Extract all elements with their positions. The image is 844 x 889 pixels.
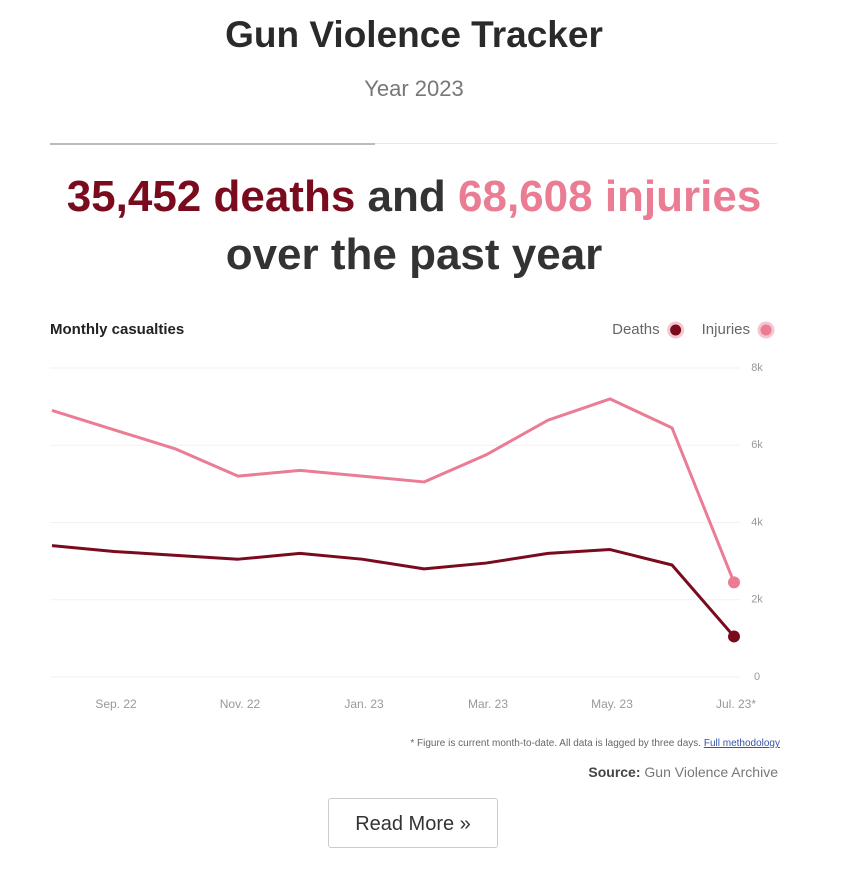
headline-rest: over the past year (225, 230, 603, 279)
footnote: * Figure is current month-to-date. All d… (410, 738, 780, 749)
source: Source: Gun Violence Archive (588, 764, 778, 780)
x-tick-label: Sep. 22 (95, 697, 137, 711)
legend-label: Injuries (702, 321, 750, 338)
y-tick-label: 4k (751, 516, 763, 528)
y-tick-label: 0 (754, 671, 760, 683)
methodology-link[interactable]: Full methodology (703, 738, 780, 749)
x-tick-label: May. 23 (591, 697, 633, 711)
y-tick-label: 6k (751, 439, 763, 451)
subtitle: Year 2023 (364, 76, 464, 101)
series-line (51, 544, 736, 638)
series-line (51, 397, 736, 583)
legend-marker (757, 321, 775, 339)
x-tick-label: Nov. 22 (220, 697, 261, 711)
source-label: Source: (588, 764, 641, 780)
chart-title: Monthly casualties (50, 321, 184, 338)
title: Gun Violence Tracker (225, 14, 603, 55)
x-tick-label: Jan. 23 (344, 697, 384, 711)
y-tick-label: 8k (751, 362, 763, 374)
divider (50, 143, 375, 145)
legend-marker (667, 321, 685, 339)
y-tick-label: 2k (751, 594, 763, 606)
read-more-button[interactable]: Read More » (328, 798, 498, 848)
end-point (728, 576, 740, 589)
deaths-total: 35,452 deaths (66, 172, 356, 221)
chart: Monthly casualties 0 2k 4k 6k 8k Sep. 22 Nov. … (50, 321, 775, 711)
injuries-total: 68,608 injuries (458, 172, 762, 221)
source-name: Gun Violence Archive (644, 764, 778, 780)
legend-label: Deaths (612, 321, 660, 338)
end-point (728, 630, 740, 643)
headline: 35,452 deaths and 68,608 injuries over t… (60, 168, 768, 284)
note-text: * Figure is current month-to-date. All d… (410, 738, 702, 749)
divider (375, 143, 777, 144)
connector: and (367, 172, 446, 221)
x-tick-label: Mar. 23 (468, 697, 508, 711)
x-tick-label: Jul. 23* (716, 697, 756, 711)
